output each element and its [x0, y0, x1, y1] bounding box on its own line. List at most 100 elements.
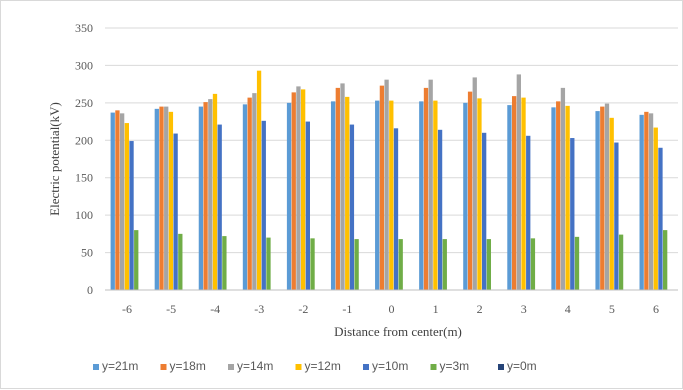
- bar: [310, 238, 315, 290]
- legend-label: y=18m: [170, 359, 206, 373]
- bar: [477, 98, 482, 290]
- y-tick-label: 350: [75, 21, 93, 35]
- bar: [375, 100, 380, 291]
- bar: [129, 141, 134, 290]
- bar: [472, 77, 477, 290]
- bar: [467, 91, 473, 290]
- bar: [115, 110, 120, 290]
- bar: [442, 239, 447, 290]
- bar: [110, 112, 115, 291]
- legend-swatch: [93, 364, 99, 370]
- x-tick-label: 3: [521, 302, 527, 316]
- x-tick-label: -2: [298, 302, 308, 316]
- x-tick-label: -6: [122, 302, 132, 316]
- y-tick-label: 50: [81, 246, 93, 260]
- bar: [556, 101, 561, 290]
- bar: [256, 70, 262, 290]
- legend-label: y=12m: [305, 359, 341, 373]
- legend: y=21m y=18m y=14m y=12m y=10m y=3m y=0m: [93, 359, 537, 373]
- bar: [379, 85, 385, 290]
- bar: [526, 135, 531, 290]
- bar: [486, 239, 492, 290]
- bar: [345, 96, 350, 291]
- y-tick-label: 150: [75, 171, 93, 185]
- bar: [154, 108, 159, 291]
- x-tick-label: -3: [254, 302, 264, 316]
- bar: [428, 79, 433, 290]
- bar: [168, 111, 174, 290]
- bar: [551, 107, 556, 290]
- bar: [222, 236, 227, 290]
- bar: [565, 105, 570, 290]
- y-tick-label: 0: [87, 283, 93, 297]
- x-tick-label: 0: [389, 302, 395, 316]
- bar: [437, 129, 443, 290]
- bar: [609, 117, 614, 290]
- bar: [482, 132, 487, 290]
- bar: [663, 230, 668, 290]
- bar: [644, 111, 649, 290]
- bar: [261, 120, 266, 290]
- y-axis-title: Electric potential(kV): [47, 102, 62, 216]
- bar: [134, 230, 139, 290]
- x-axis-title: Distance from center(m): [334, 324, 462, 339]
- bar: [164, 106, 169, 290]
- bar: [217, 124, 222, 291]
- bar: [511, 96, 517, 291]
- bar: [354, 239, 359, 290]
- bar: [178, 233, 183, 290]
- bar: [300, 89, 306, 290]
- x-tick-label: 4: [565, 302, 571, 316]
- bar: [198, 106, 204, 290]
- bar: [389, 100, 394, 291]
- bar: [203, 102, 208, 290]
- legend-swatch: [363, 364, 369, 370]
- x-tick-label: 2: [477, 302, 483, 316]
- legend-label: y=3m: [440, 359, 470, 373]
- bar: [296, 86, 301, 290]
- legend-swatch: [430, 364, 437, 370]
- legend-label: y=14m: [237, 359, 273, 373]
- bar: [335, 87, 340, 290]
- bar: [393, 128, 399, 290]
- bars: [110, 70, 668, 291]
- x-tick-label: -5: [166, 302, 176, 316]
- y-tick-label: 100: [75, 208, 93, 222]
- bar: [305, 121, 310, 290]
- x-tick-label: 5: [609, 302, 615, 316]
- x-tick-label: -4: [210, 302, 220, 316]
- bar: [604, 103, 610, 290]
- bar: [530, 238, 536, 290]
- bar: [212, 93, 218, 290]
- bar: [208, 99, 213, 290]
- bar: [574, 236, 580, 290]
- legend-label: y=10m: [372, 359, 408, 373]
- bar: [433, 100, 438, 291]
- bar: [291, 92, 296, 291]
- bar: [247, 97, 252, 290]
- legend-swatch: [295, 364, 302, 370]
- x-tick-label: 1: [433, 302, 439, 316]
- bar: [340, 83, 345, 290]
- bar: [286, 102, 292, 290]
- bar: [159, 106, 164, 290]
- bar: [423, 87, 429, 290]
- x-tick-label: -1: [342, 302, 352, 316]
- bar: [384, 79, 389, 290]
- bar: [463, 102, 468, 290]
- bar: [242, 104, 248, 291]
- bar: [560, 87, 566, 290]
- bar: [516, 74, 521, 290]
- bar: [173, 133, 178, 290]
- bar: [349, 124, 355, 291]
- legend-label: y=0m: [507, 359, 537, 373]
- axes: 0 50 100 150 200 250 300 350 -6 -5 -4 -3 -2 -1 0 1 2 3 4 5 6: [75, 21, 678, 316]
- bar: [658, 147, 663, 290]
- bar: [653, 127, 658, 290]
- y-tick-label: 300: [75, 58, 93, 72]
- bar: [119, 113, 125, 290]
- y-tick-label: 250: [75, 96, 93, 110]
- legend-swatch: [498, 364, 504, 370]
- x-tick-label: 6: [653, 302, 659, 316]
